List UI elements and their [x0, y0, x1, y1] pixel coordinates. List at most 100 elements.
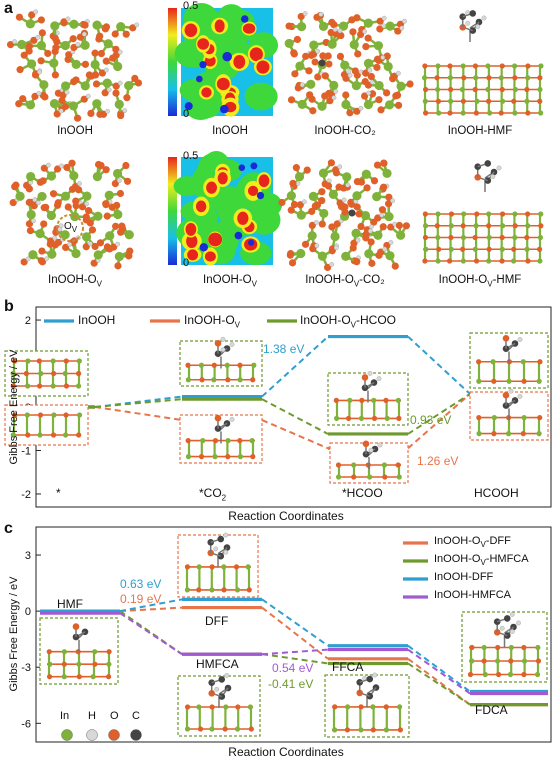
- slab-atom: [10, 370, 16, 377]
- in-atom: [383, 61, 393, 72]
- slab-atom: [105, 674, 112, 680]
- o-atom: [81, 60, 90, 68]
- slab-atom: [460, 258, 466, 264]
- slab-atom: [536, 378, 542, 384]
- elf-blue-dot: [241, 15, 249, 23]
- slab-atom: [365, 462, 371, 468]
- slab-atom: [383, 704, 389, 710]
- h-atom: [358, 105, 364, 111]
- o-atom: [94, 160, 103, 169]
- slab-atom: [472, 234, 478, 241]
- h-atom: [388, 240, 394, 245]
- slab-atom: [469, 644, 475, 651]
- elf-blue-dot: [248, 239, 255, 246]
- caption-a6-sub: V: [251, 279, 257, 289]
- in-atom: [60, 40, 70, 51]
- legend-c-1-tail: -DFF: [485, 535, 511, 547]
- o-atom: [374, 214, 382, 222]
- elf-red-blob: [185, 222, 197, 236]
- in-atom: [93, 250, 103, 260]
- slab-atom: [344, 727, 351, 733]
- energy-profile-c: [40, 597, 548, 707]
- slab-atom: [436, 246, 442, 252]
- slab-atom: [61, 649, 67, 655]
- o-atom: [302, 52, 310, 60]
- o-atom: [290, 200, 299, 209]
- caption-a6: InOOH-OV: [175, 274, 285, 288]
- slab-atom: [396, 415, 402, 421]
- slab-atom: [485, 63, 491, 69]
- h-atom: [115, 241, 121, 247]
- slab-atom: [76, 370, 82, 377]
- o-atom: [323, 263, 332, 272]
- slab-atom: [36, 358, 42, 364]
- o-atom: [285, 22, 293, 30]
- in-atom: [28, 250, 38, 260]
- h-atom: [25, 256, 31, 262]
- slab-atom: [235, 704, 241, 710]
- h-atom: [35, 34, 41, 40]
- slab-atom: [422, 98, 428, 104]
- slab-atom: [486, 258, 492, 264]
- o-atom: [28, 11, 36, 19]
- slab-atom: [499, 258, 505, 264]
- o-atom: [16, 66, 24, 74]
- slab-atom: [225, 454, 231, 460]
- in-atom: [37, 191, 47, 202]
- h-atom: [65, 16, 71, 22]
- y-tick-label: 2: [25, 315, 31, 327]
- slab-atom: [38, 370, 44, 377]
- slab-atom: [209, 564, 215, 570]
- panel-letter-a: a: [4, 0, 13, 17]
- slab-atom: [525, 63, 531, 69]
- element-ball: [130, 729, 142, 741]
- o-atom: [95, 35, 103, 43]
- slab-atom: [62, 370, 68, 377]
- h-atom: [122, 108, 128, 113]
- in-atom: [363, 99, 374, 110]
- colorbar-bottom: [168, 157, 177, 265]
- o-atom: [297, 12, 305, 21]
- slab-inooh-hmf: [421, 10, 544, 116]
- elf-red-blob: [249, 47, 263, 62]
- o-atom: [72, 197, 80, 205]
- legend-c-1-sub: V: [480, 540, 486, 550]
- connector-3: [407, 644, 471, 693]
- o-atom: [346, 109, 354, 117]
- elf-red-blob: [208, 232, 223, 247]
- h-atom: [59, 163, 64, 169]
- o-atom: [373, 161, 382, 169]
- o-atom: [87, 109, 95, 117]
- elf-blue-dot: [250, 162, 258, 170]
- in-atom: [338, 21, 349, 31]
- o-atom: [293, 35, 302, 44]
- o-atom: [332, 169, 340, 177]
- slab-atom: [199, 377, 205, 383]
- o-atom: [318, 220, 326, 228]
- h-atom: [347, 72, 353, 78]
- o-atom: [102, 200, 110, 208]
- in-atom: [114, 99, 124, 109]
- h-atom: [368, 228, 373, 234]
- caption-a3: InOOH-CO₂: [314, 125, 376, 137]
- slab-atom: [507, 671, 514, 678]
- connector-2: [407, 662, 471, 706]
- o-atom: [357, 178, 366, 186]
- y-tick-label: 0: [25, 606, 31, 618]
- slab-atom: [209, 587, 215, 593]
- annot-c-3: 0.54 eV: [272, 661, 314, 675]
- slab-atom: [106, 661, 112, 667]
- slab-atom: [76, 432, 82, 438]
- in-atom: [364, 249, 374, 259]
- slab-atom: [396, 474, 402, 480]
- o-atom: [353, 107, 361, 115]
- slab-atom: [435, 258, 441, 264]
- slab-atom: [511, 258, 517, 264]
- slab-atom: [222, 726, 228, 732]
- in-atom: [80, 81, 90, 91]
- o-atom: [291, 70, 299, 78]
- o-atom: [37, 57, 45, 65]
- o-atom: [321, 72, 329, 80]
- adsorbate-atom: [469, 27, 477, 34]
- o-atom: [38, 29, 46, 37]
